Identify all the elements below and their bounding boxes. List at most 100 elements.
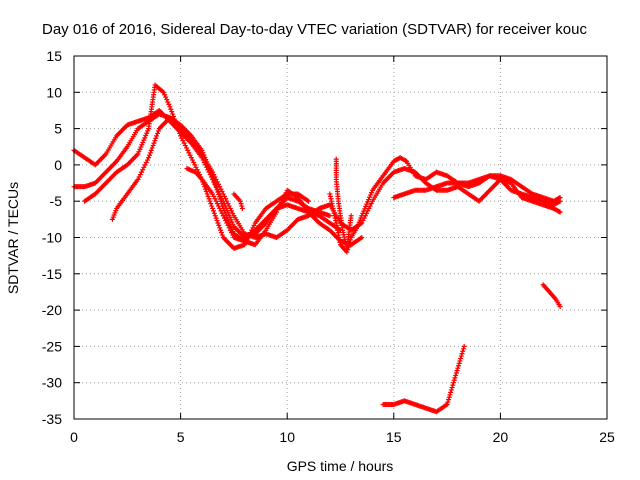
data-point: [207, 166, 213, 172]
data-point: [216, 191, 222, 197]
data-point: [205, 193, 211, 199]
data-point: [454, 368, 460, 374]
data-point: [143, 133, 149, 139]
y-tick-label: 0: [54, 157, 62, 173]
data-point: [366, 197, 372, 203]
data-point: [213, 182, 219, 188]
data-point: [204, 191, 210, 197]
data-point: [206, 164, 212, 170]
data-point: [460, 346, 466, 352]
data-point: [449, 385, 455, 391]
data-point: [210, 205, 216, 211]
data-point: [218, 227, 224, 233]
y-tick-label: -10: [42, 230, 62, 246]
data-point: [450, 380, 456, 386]
data-point: [448, 387, 454, 393]
data-point: [152, 138, 158, 144]
data-point: [214, 187, 220, 193]
data-point: [142, 135, 148, 141]
data-point: [368, 192, 374, 198]
data-point: [144, 130, 150, 136]
data-point: [210, 173, 216, 179]
data-point: [365, 199, 371, 205]
data-point: [213, 215, 219, 221]
data-point: [556, 208, 562, 214]
data-point: [169, 109, 175, 115]
series-trace-l: [540, 282, 563, 309]
data-point: [202, 154, 208, 160]
data-point: [136, 149, 142, 155]
data-point: [557, 195, 563, 201]
data-point: [206, 196, 212, 202]
data-point: [219, 232, 225, 238]
data-point: [153, 135, 159, 141]
data-point: [239, 203, 245, 209]
data-point: [556, 195, 562, 201]
data-point: [453, 372, 459, 378]
data-point: [209, 170, 215, 176]
series-trace-a: [71, 107, 333, 240]
grid-lines: [74, 56, 607, 419]
data-points: [71, 82, 563, 415]
data-point: [163, 94, 169, 100]
data-point: [212, 180, 218, 186]
data-point: [147, 152, 153, 158]
data-point: [327, 213, 333, 219]
data-point: [168, 106, 174, 112]
data-point: [446, 394, 452, 400]
data-point: [364, 201, 370, 207]
data-point: [155, 130, 161, 136]
data-point: [216, 194, 222, 200]
series-trace-j: [231, 191, 245, 211]
y-tick-label: 10: [46, 84, 62, 100]
x-tick-label: 15: [386, 429, 402, 445]
data-point: [149, 145, 155, 151]
data-point: [203, 189, 209, 195]
data-point: [453, 370, 459, 376]
data-point: [458, 356, 464, 361]
data-point: [348, 213, 354, 219]
data-point: [367, 194, 373, 200]
data-point: [455, 365, 461, 371]
y-tick-label: -30: [42, 375, 62, 391]
data-point: [155, 128, 161, 134]
data-point: [461, 343, 467, 349]
series-trace-k: [380, 343, 467, 415]
data-point: [137, 146, 143, 152]
y-tick-label: -20: [42, 302, 62, 318]
x-tick-label: 5: [177, 429, 185, 445]
x-tick-label: 0: [70, 429, 78, 445]
data-point: [165, 99, 171, 105]
data-point: [369, 190, 375, 196]
data-point: [362, 206, 368, 212]
data-point: [176, 128, 182, 134]
data-point: [208, 201, 214, 207]
data-point: [138, 144, 144, 150]
data-point: [450, 382, 456, 388]
data-point: [448, 389, 454, 395]
data-point: [135, 151, 141, 157]
data-point: [205, 161, 211, 167]
data-point: [204, 159, 210, 165]
data-point: [213, 184, 219, 190]
data-point: [447, 392, 453, 398]
data-point: [161, 89, 167, 95]
data-point: [145, 128, 151, 134]
data-point: [457, 358, 463, 364]
data-point: [218, 230, 224, 236]
data-point: [219, 201, 225, 207]
data-point: [557, 209, 563, 215]
data-point: [162, 92, 168, 98]
y-tick-label: -5: [50, 193, 63, 209]
data-point: [455, 363, 461, 369]
data-point: [444, 401, 450, 407]
data-point: [199, 147, 205, 153]
data-point: [211, 177, 217, 183]
data-point: [167, 104, 173, 110]
data-point: [154, 133, 160, 139]
y-tick-label: -25: [42, 338, 62, 354]
data-point: [214, 218, 220, 224]
data-point: [359, 235, 365, 240]
data-point: [211, 210, 217, 216]
